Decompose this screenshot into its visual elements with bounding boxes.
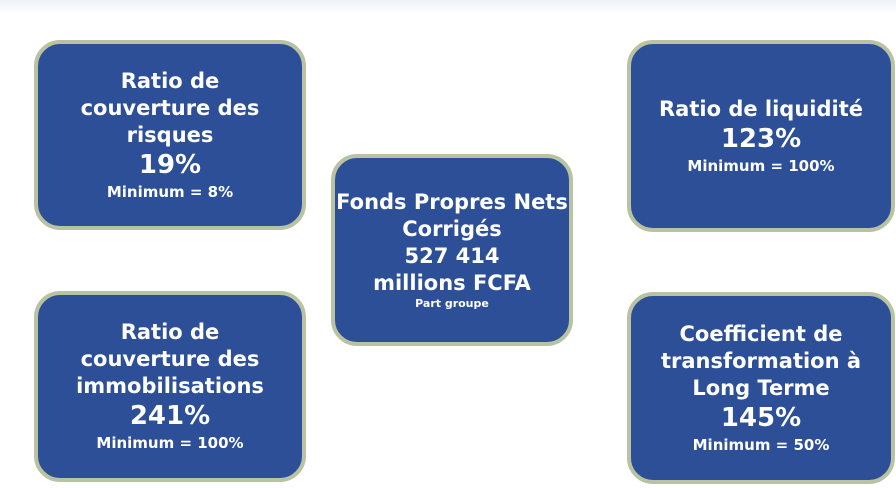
box-fixed-assets: Ratio de couverture des immobilisations 241… <box>34 291 306 482</box>
box-title-line: transformation à <box>660 348 862 373</box>
box-title-line: Fonds Propres Nets <box>336 190 568 214</box>
box-title-line: 527 414 <box>404 244 500 268</box>
box-funds: Fonds Propres Nets Corrigés 527 414 million… <box>331 154 573 346</box>
box-note: Minimum = 8% <box>106 182 234 201</box>
box-title-line: Ratio de liquidité <box>659 96 863 121</box>
box-title-line: Ratio de <box>120 320 220 344</box>
box-title-line: Coefficient de <box>679 321 843 346</box>
box-title-line: Ratio de <box>120 68 220 93</box>
box-transformation: Coefficient de transformation à Long Terme… <box>627 292 895 484</box>
box-risk: Ratio de couverture des risques 19% Minimum … <box>34 40 306 230</box>
box-title-line: Corrigés <box>402 217 502 241</box>
box-title-line: Long Terme <box>692 375 830 400</box>
box-note: Part groupe <box>415 297 489 310</box>
box-title-line: couverture des <box>80 95 260 120</box>
box-note: Minimum = 100% <box>96 434 244 452</box>
box-liquidity: Ratio de liquidité 123% Minimum = 100% <box>627 40 895 232</box>
box-title-line: couverture des <box>80 347 260 371</box>
box-value: 145% <box>720 402 802 433</box>
box-title-line: risques <box>126 122 214 147</box>
box-value: 19% <box>138 149 202 180</box>
box-value: 123% <box>720 123 802 154</box>
box-title-line: immobilisations <box>76 374 264 398</box>
box-note: Minimum = 50% <box>692 435 830 454</box>
box-title-line: millions FCFA <box>373 271 531 295</box>
box-value: 241% <box>129 401 211 431</box>
box-note: Minimum = 100% <box>687 156 835 175</box>
